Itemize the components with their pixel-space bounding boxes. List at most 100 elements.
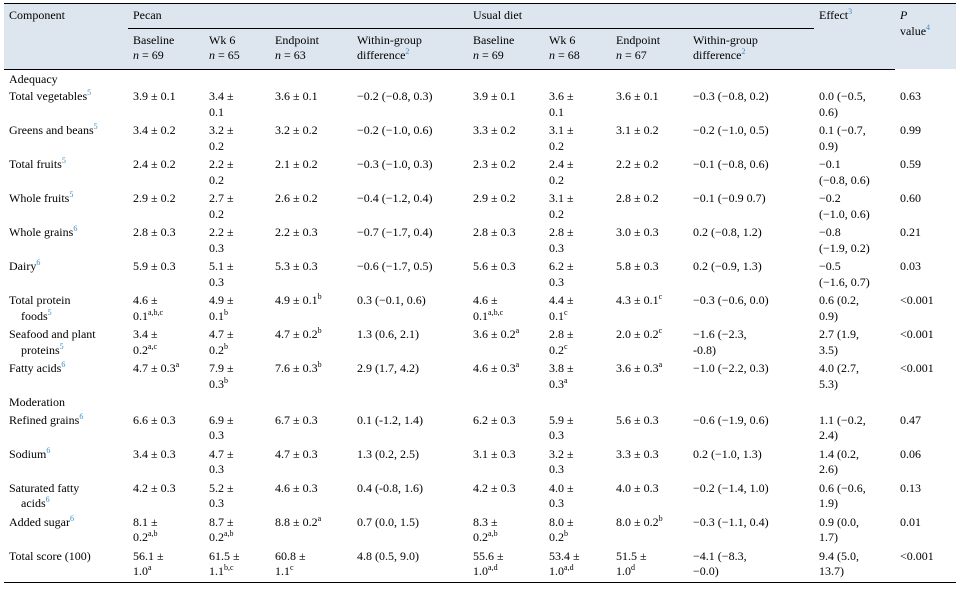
usual-within-cell: −0.2 (−1.4, 1.0) bbox=[693, 480, 769, 495]
pecan-within-cell: −0.2 (−1.0, 0.6) bbox=[357, 123, 433, 137]
pecan-baseline-cell: 5.9 ± 0.3 bbox=[133, 259, 176, 273]
usual-within-cell: −1.0 (−2.2, 0.3) bbox=[693, 361, 769, 375]
pecan-within-cell: −0.3 (−1.0, 0.3) bbox=[357, 157, 433, 171]
usual-endpoint-cell: 3.1 ± 0.2 bbox=[616, 123, 659, 137]
usual-baseline-cell: 55.6 ±1.0a,d bbox=[468, 546, 545, 583]
pecan-within-cell: −0.6 (−1.7, 0.5) bbox=[357, 259, 433, 273]
table-row: Dairy6 5.9 ± 0.3 5.1 ±0.3 5.3 ± 0.3 −0.6 (−1… bbox=[4, 257, 956, 291]
pecan-wk6-cell: 5.1 ±0.3 bbox=[209, 259, 234, 289]
table-row: Saturated fatty acids6 4.2 ± 0.3 5.2 ±0.3 4.… bbox=[4, 479, 956, 513]
pecan-wk6-cell: 3.2 ±0.2 bbox=[209, 123, 234, 153]
usual-endpoint-cell: 2.8 ± 0.2 bbox=[616, 191, 659, 205]
pecan-endpoint-cell: 7.6 ± 0.3b bbox=[275, 360, 322, 376]
component-name: Refined grains6 bbox=[9, 411, 84, 427]
pecan-endpoint-cell: 4.7 ± 0.3 bbox=[275, 446, 318, 461]
usual-baseline-cell: 6.2 ± 0.3 bbox=[473, 412, 516, 427]
p-value-cell: 0.59 bbox=[900, 157, 922, 171]
usual-diet-group-header: Usual diet bbox=[468, 3, 815, 28]
pecan-wk6-cell: 2.2 ±0.3 bbox=[209, 225, 234, 255]
usual-wk6-cell: 53.4 ±1.0a,d bbox=[544, 546, 612, 583]
pecan-baseline-cell: 3.4 ± 0.3 bbox=[133, 446, 176, 461]
usual-baseline-cell: 5.6 ± 0.3 bbox=[473, 259, 516, 273]
component-name: Fatty acids6 bbox=[9, 360, 66, 376]
usual-baseline-cell: 4.6 ± 0.3a bbox=[473, 360, 520, 376]
p-value-cell: 0.99 bbox=[900, 123, 922, 137]
usual-wk6-cell: 3.8 ±0.3a bbox=[549, 361, 574, 391]
usual-within-cell: −0.2 (−1.0, 0.5) bbox=[693, 123, 769, 137]
usual-wk6-cell: 6.2 ±0.3 bbox=[549, 259, 574, 289]
effect-cell: 4.0 (2.7, 5.3) bbox=[819, 361, 860, 391]
usual-wk6-cell: 3.6 ±0.1 bbox=[549, 89, 574, 119]
pecan-endpoint-cell: 2.6 ± 0.2 bbox=[275, 191, 318, 205]
section-row: Adequacy bbox=[4, 69, 956, 87]
usual-baseline-cell: 3.6 ± 0.2a bbox=[473, 326, 520, 342]
pecan-endpoint-cell: 6.7 ± 0.3 bbox=[275, 412, 318, 427]
pecan-group-header: Pecan bbox=[128, 3, 469, 28]
usual-within-cell: −0.1 (−0.9 0.7) bbox=[693, 191, 766, 205]
usual-endpoint-cell: 3.6 ± 0.3a bbox=[616, 360, 663, 376]
usual-within-cell: 0.2 (−0.9, 1.3) bbox=[693, 259, 762, 273]
usual-endpoint-cell: 3.0 ± 0.3 bbox=[616, 225, 659, 239]
pecan-within-header: Within-group difference2 bbox=[352, 27, 469, 70]
table-row: Whole grains6 2.8 ± 0.3 2.2 ±0.3 2.2 ± 0.3 −… bbox=[4, 223, 956, 257]
pecan-wk6-cell: 4.9 ±0.1b bbox=[209, 293, 234, 323]
table-row: Total score (100) 56.1 ±1.0a 61.5 ±1.1b,c 6… bbox=[4, 546, 957, 583]
usual-within-cell: 0.2 (−0.8, 1.2) bbox=[693, 225, 762, 239]
component-name: Total fruits5 bbox=[9, 156, 66, 172]
usual-within-cell: −0.6 (−1.9, 0.6) bbox=[693, 412, 769, 427]
usual-baseline-cell: 2.3 ± 0.2 bbox=[473, 157, 516, 171]
pecan-baseline-cell: 2.8 ± 0.3 bbox=[133, 225, 176, 239]
pecan-within-cell: 1.3 (0.6, 2.1) bbox=[357, 327, 419, 341]
effect-cell: −0.2 (−1.0, 0.6) bbox=[819, 191, 870, 221]
component-name: Greens and beans5 bbox=[9, 122, 98, 138]
effect-cell: 0.9 (0.0, 1.7) bbox=[819, 514, 860, 545]
pecan-within-cell: 0.4 (-0.8, 1.6) bbox=[357, 480, 423, 495]
usual-wk6-cell: 5.9 ±0.3 bbox=[549, 412, 574, 443]
effect-cell: 2.7 (1.9, 3.5) bbox=[819, 327, 860, 357]
usual-wk6-cell: 3.1 ±0.2 bbox=[549, 191, 574, 221]
effect-cell: −0.1 (−0.8, 0.6) bbox=[819, 157, 870, 187]
pecan-baseline-header: Baseline n = 69 bbox=[128, 27, 204, 70]
usual-wk6-cell: 2.8 ±0.3 bbox=[549, 225, 574, 255]
pecan-within-cell: −0.2 (−0.8, 0.3) bbox=[357, 89, 433, 103]
table-row: Refined grains6 6.6 ± 0.3 6.9 ±0.3 6.7 ± 0.… bbox=[4, 411, 956, 445]
pecan-endpoint-cell: 60.8 ±1.1c bbox=[270, 546, 352, 583]
pecan-within-cell: 0.1 (-1.2, 1.4) bbox=[357, 412, 423, 427]
component-name: Saturated fatty acids6 bbox=[9, 480, 80, 511]
usual-wk6-cell: 3.2 ±0.3 bbox=[549, 446, 574, 477]
pecan-within-cell: 4.8 (0.5, 9.0) bbox=[352, 546, 469, 583]
effect-cell: 0.1 (−0.7, 0.9) bbox=[819, 123, 866, 153]
effect-cell: 0.6 (0.2, 0.9) bbox=[819, 293, 860, 323]
pecan-endpoint-cell: 8.8 ± 0.2a bbox=[275, 513, 322, 529]
pecan-endpoint-cell: 4.6 ± 0.3 bbox=[275, 480, 318, 495]
table-row: Greens and beans5 3.4 ± 0.2 3.2 ±0.2 3.2 ± … bbox=[4, 121, 956, 155]
pecan-baseline-cell: 6.6 ± 0.3 bbox=[133, 412, 176, 427]
usual-baseline-cell: 2.8 ± 0.3 bbox=[473, 225, 516, 239]
usual-within-cell: −0.3 (−1.1, 0.4) bbox=[693, 514, 769, 529]
component-name: Dairy6 bbox=[9, 258, 41, 274]
table-row: Sodium6 3.4 ± 0.3 4.7 ±0.3 4.7 ± 0.3 1.3 (0.… bbox=[4, 445, 956, 479]
usual-endpoint-cell: 2.0 ± 0.2c bbox=[616, 326, 663, 342]
usual-baseline-cell: 2.9 ± 0.2 bbox=[473, 191, 516, 205]
usual-baseline-header: Baseline n = 69 bbox=[468, 27, 545, 70]
component-name: Whole fruits5 bbox=[9, 190, 74, 206]
component-name: Total protein foods5 bbox=[9, 293, 71, 323]
p-value-cell: 0.06 bbox=[900, 446, 922, 461]
pecan-endpoint-cell: 2.2 ± 0.3 bbox=[275, 225, 318, 239]
effect-header: Effect3 bbox=[814, 3, 896, 28]
table-row: Total vegetables5 3.9 ± 0.1 3.4 ±0.1 3.6 ± … bbox=[4, 87, 956, 121]
usual-endpoint-cell: 2.2 ± 0.2 bbox=[616, 157, 659, 171]
pecan-wk6-cell: 5.2 ±0.3 bbox=[209, 480, 234, 511]
usual-endpoint-cell: 4.3 ± 0.1c bbox=[616, 292, 663, 308]
pecan-endpoint-cell: 4.7 ± 0.2b bbox=[275, 326, 322, 342]
usual-within-cell: −0.1 (−0.8, 0.6) bbox=[693, 157, 769, 171]
pecan-baseline-cell: 3.4 ± 0.2 bbox=[133, 123, 176, 137]
usual-wk6-cell: 4.4 ±0.1c bbox=[549, 293, 574, 323]
pecan-within-cell: 0.7 (0.0, 1.5) bbox=[357, 514, 419, 529]
table-row: Total fruits5 2.4 ± 0.2 2.2 ±0.2 2.1 ± 0.2 −… bbox=[4, 155, 956, 189]
p-value-cell: <0.001 bbox=[900, 293, 934, 307]
p-value-cell: 0.47 bbox=[900, 412, 922, 427]
